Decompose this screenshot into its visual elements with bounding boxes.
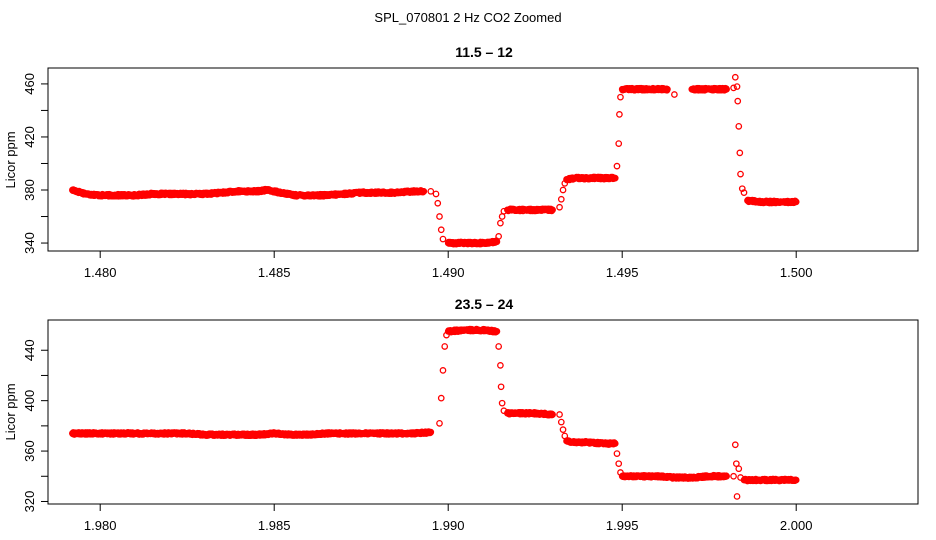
panel-1-x-tick-label: 1.480 (84, 265, 117, 280)
data-point (497, 219, 504, 227)
data-point (498, 399, 506, 407)
data-point (792, 198, 800, 206)
data-point (427, 428, 435, 436)
data-point (738, 185, 746, 193)
panel-2-plot-frame (47, 319, 919, 505)
data-point (557, 195, 565, 203)
data-point (439, 367, 447, 374)
panel-2-x-tick-label: 1.995 (606, 518, 639, 533)
data-point (436, 419, 443, 427)
data-point (615, 460, 623, 468)
panel-2-y-tick-label: 400 (22, 390, 37, 412)
data-point (730, 84, 737, 92)
data-point (664, 85, 671, 93)
data-point (611, 174, 619, 182)
data-point (432, 190, 440, 198)
panel-2-title: 23.5 – 24 (455, 296, 514, 312)
data-point (613, 162, 621, 170)
panel-1-plot-frame (47, 67, 919, 252)
data-point (497, 362, 504, 369)
data-point (730, 472, 737, 480)
data-point (616, 111, 623, 118)
panel-1-y-tick-label: 340 (22, 232, 37, 254)
data-point (437, 394, 445, 402)
data-point (736, 149, 744, 157)
panel-2-y-axis: 320 360 400 440 (22, 339, 48, 512)
panel-2-x-tick-label: 1.990 (432, 518, 465, 533)
chart-panel-2: 23.5 – 24 Licor ppm 1.980 1.985 1.990 1.995… (3, 296, 919, 533)
data-point (493, 327, 501, 335)
panel-2-y-tick-label: 360 (22, 440, 37, 462)
data-point (495, 233, 503, 240)
panel-1-y-axis-label: Licor ppm (3, 131, 18, 188)
panel-1-x-tick-label: 1.495 (606, 265, 639, 280)
data-point (549, 206, 556, 214)
data-point (556, 411, 563, 418)
panel-1-y-tick-label: 420 (22, 126, 37, 148)
panel-2-x-tick-label: 1.985 (258, 518, 291, 533)
data-point (427, 187, 435, 195)
panel-1-x-tick-label: 1.485 (258, 265, 291, 280)
data-point (731, 441, 739, 449)
data-point (439, 235, 447, 243)
data-point (723, 472, 730, 480)
data-point (733, 83, 741, 90)
data-point (557, 418, 565, 426)
figure-title: SPL_070801 2 Hz CO2 Zoomed (374, 10, 561, 25)
panel-1-points (69, 73, 800, 248)
panel-1-y-tick-label: 460 (22, 73, 37, 95)
panel-2-y-tick-label: 440 (22, 339, 37, 361)
data-point (735, 465, 743, 473)
panel-1-y-tick-label: 380 (22, 179, 37, 201)
data-point (740, 189, 748, 196)
data-point (735, 123, 743, 130)
data-point (437, 226, 445, 234)
panel-1-y-axis: 340 380 420 460 (22, 73, 48, 254)
panel-1-x-axis: 1.480 1.485 1.490 1.495 1.500 (84, 251, 813, 280)
data-point (792, 476, 800, 484)
data-point (497, 383, 505, 391)
panel-2-x-tick-label: 2.000 (780, 518, 813, 533)
data-point (441, 343, 449, 350)
data-point (737, 170, 744, 178)
data-point (615, 140, 623, 147)
data-point (549, 411, 556, 418)
data-point (613, 450, 621, 457)
data-point (498, 213, 506, 220)
panel-2-x-tick-label: 1.980 (84, 518, 117, 533)
data-point (434, 199, 442, 207)
panel-2-points (69, 325, 800, 500)
data-point (611, 440, 619, 447)
panel-1-x-tick-label: 1.500 (780, 265, 813, 280)
data-point (731, 73, 739, 81)
panel-1-x-tick-label: 1.490 (432, 265, 465, 280)
panel-2-y-axis-label: Licor ppm (3, 383, 18, 440)
data-point (559, 186, 567, 194)
data-point (436, 213, 443, 220)
panel-1-title: 11.5 – 12 (455, 44, 513, 60)
data-point (556, 203, 563, 211)
data-point (559, 426, 567, 433)
data-point (671, 91, 678, 98)
data-point (732, 460, 740, 468)
data-point (723, 85, 730, 93)
panel-2-y-tick-label: 320 (22, 491, 37, 513)
chart-panel-1: 11.5 – 12 Licor ppm 1.480 1.485 1.490 1.495… (3, 44, 919, 280)
panel-2-x-axis: 1.980 1.985 1.990 1.995 2.000 (84, 504, 813, 533)
data-point (733, 493, 741, 500)
data-point (420, 187, 428, 195)
data-point (495, 343, 503, 350)
data-point (617, 93, 624, 101)
data-point (734, 97, 742, 105)
